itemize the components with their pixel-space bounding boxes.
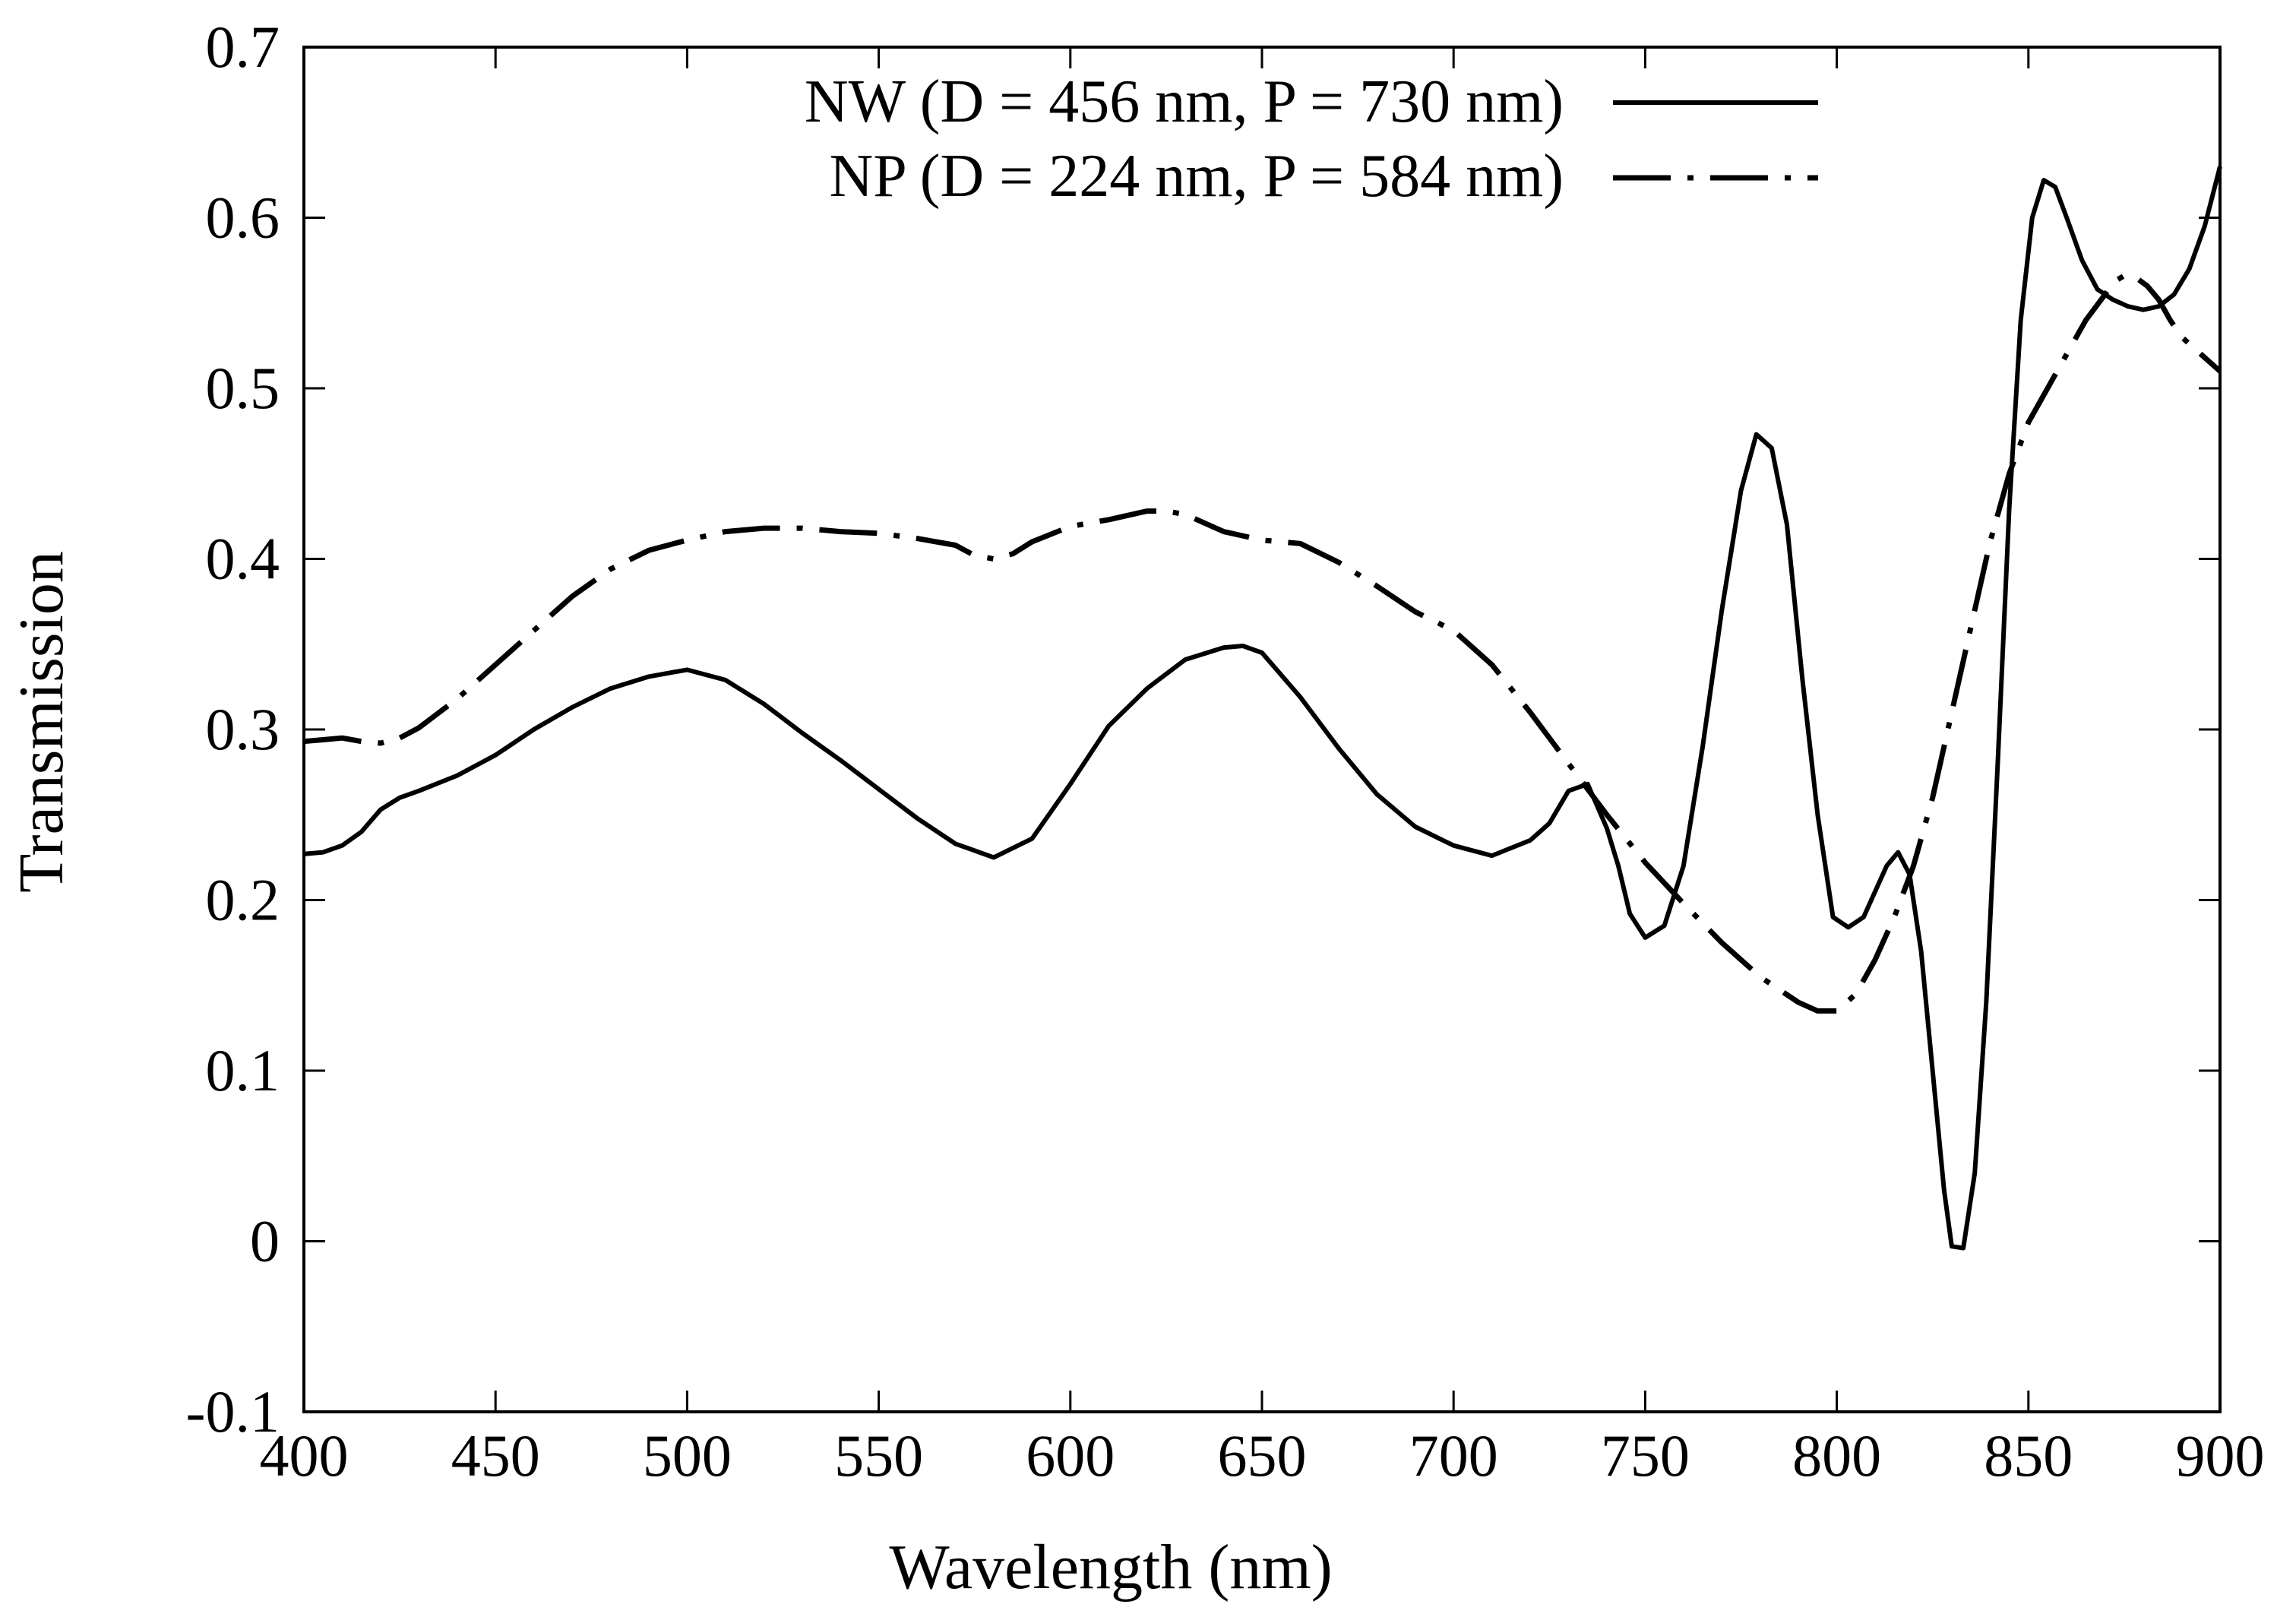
x-tick-label: 550 — [834, 1422, 923, 1489]
x-tick-labels: 400 450 500 550 600 650 700 750 800 850 900 — [260, 1422, 2265, 1489]
legend-label-np: NP (D = 224 nm, P = 584 nm) — [829, 143, 1564, 210]
x-tick-label: 700 — [1409, 1422, 1498, 1489]
x-tick-label: 400 — [260, 1422, 349, 1489]
y-tick-label: 0.3 — [206, 696, 280, 762]
y-tick-label: 0 — [250, 1208, 280, 1274]
x-tick-label: 450 — [451, 1422, 540, 1489]
series-lines — [303, 166, 2222, 1251]
x-tick-label: 500 — [643, 1422, 732, 1489]
y-tick-label: 0.6 — [206, 185, 280, 251]
x-tick-label: 750 — [1601, 1422, 1690, 1489]
y-axis-title: Transmission — [6, 551, 77, 893]
series-line-np — [303, 273, 2222, 1014]
y-tick-label: 0.5 — [206, 355, 280, 421]
x-tick-label: 900 — [2176, 1422, 2265, 1489]
y-tick-labels: -0.1 0 0.1 0.2 0.3 0.4 0.5 0.6 0.7 — [186, 14, 280, 1445]
x-tick-label: 600 — [1026, 1422, 1115, 1489]
x-axis-title: Wavelength (nm) — [889, 1532, 1332, 1603]
series-line-nw — [303, 166, 2222, 1251]
y-tick-label: 0.1 — [206, 1037, 280, 1103]
x-tick-label: 850 — [1984, 1422, 2073, 1489]
legend: NW (D = 456 nm, P = 730 nm) NP (D = 224 … — [805, 68, 1818, 210]
x-tick-label: 800 — [1792, 1422, 1881, 1489]
legend-label-nw: NW (D = 456 nm, P = 730 nm) — [805, 68, 1564, 135]
x-tick-label: 650 — [1218, 1422, 1307, 1489]
axis-ticks — [302, 46, 2222, 1413]
y-tick-label: -0.1 — [186, 1378, 280, 1445]
plot-frame — [302, 46, 2222, 1413]
y-tick-label: 0.2 — [206, 867, 280, 933]
y-tick-label: 0.7 — [206, 14, 280, 80]
y-tick-label: 0.4 — [206, 526, 280, 592]
